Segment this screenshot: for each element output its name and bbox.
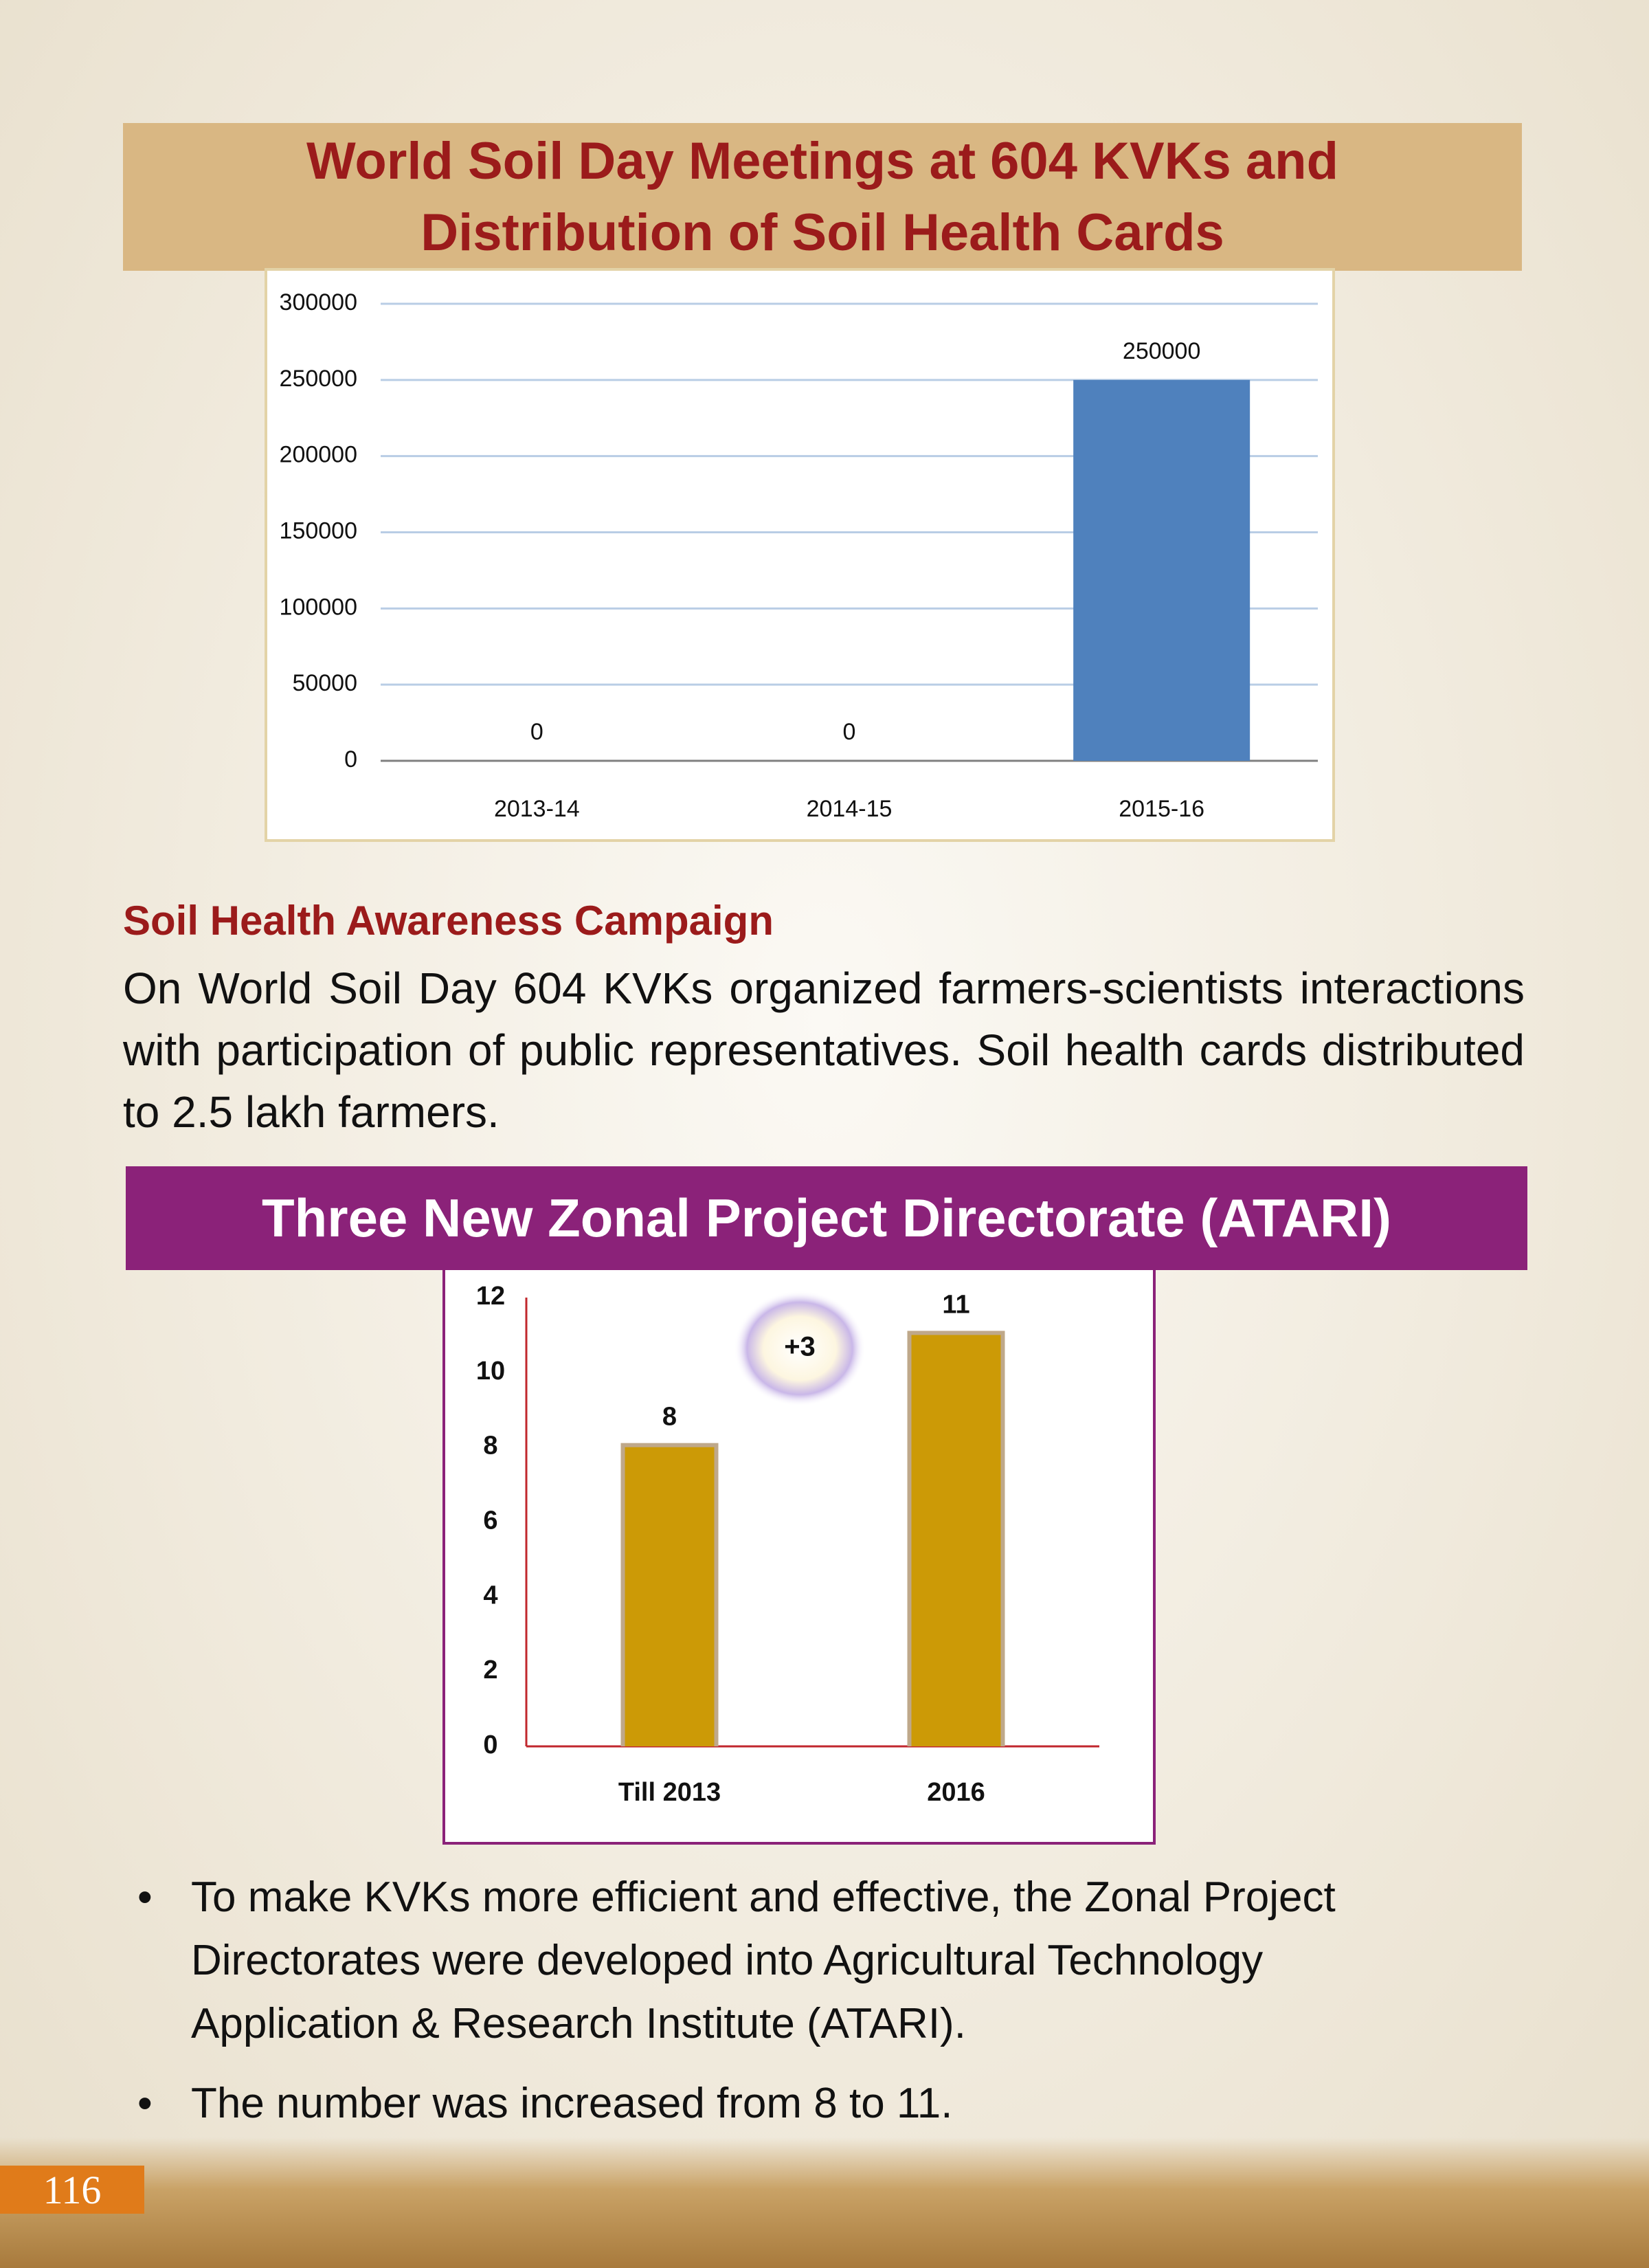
wheat-field [0, 2137, 1649, 2268]
y-tick-label: 2 [483, 1656, 497, 1685]
bullet-text: To make KVKs more efficient and effectiv… [191, 1874, 1336, 2047]
bar [625, 1447, 715, 1746]
y-tick-label: 0 [344, 746, 357, 772]
x-tick-label: 2015-16 [1119, 796, 1204, 822]
chart: 0 50000 100000 150000 200000 250000 300000 2013… [265, 268, 1335, 842]
y-tick-label: 50000 [292, 670, 357, 696]
bar [1073, 379, 1250, 761]
bullet: • The number was increased from 8 to 11. [137, 2072, 1457, 2135]
y-tick-label: 300000 [280, 289, 357, 315]
bullet-list: • To make KVKs more efficient and effecti… [137, 1866, 1457, 2152]
y-tick-label: 8 [483, 1432, 497, 1460]
x-tick-label: Till 2013 [618, 1778, 721, 1807]
y-tick-label: 6 [483, 1507, 497, 1535]
page-number: 116 [0, 2166, 144, 2214]
y-tick-label: 4 [483, 1581, 497, 1610]
y-tick-label: 250000 [280, 366, 357, 392]
x-tick-label: 2014-15 [807, 796, 893, 822]
annotation: +3 [784, 1332, 816, 1362]
chart: 0 2 4 6 8 10 12 Till 2013 8 2016 11 +3 [442, 1267, 1156, 1845]
chart-title: Three New Zonal Project Directorate (ATA… [126, 1166, 1527, 1270]
paragraph: On World Soil Day 604 KVKs organized far… [123, 964, 1525, 1137]
chart-title: World Soil Day Meetings at 604 KVKs and … [306, 131, 1339, 262]
bullet: • To make KVKs more efficient and effecti… [137, 1866, 1457, 2056]
x-tick-label: 2016 [927, 1778, 985, 1807]
y-tick-label: 10 [476, 1357, 505, 1386]
value-label: 0 [530, 719, 543, 745]
value-label: 11 [942, 1290, 969, 1319]
y-tick-label: 12 [476, 1282, 505, 1311]
section-heading: Soil Health Awareness Campaign [123, 898, 774, 944]
y-tick-label: 200000 [280, 442, 357, 468]
value-label: 8 [662, 1403, 677, 1432]
annotation-badge [734, 1291, 866, 1406]
bullet-text: The number was increased from 8 to 11. [191, 2080, 953, 2127]
value-label: 0 [843, 719, 856, 745]
y-tick-label: 100000 [280, 594, 357, 620]
y-tick-label: 0 [483, 1731, 497, 1759]
chart-banner: World Soil Day Meetings at 604 KVKs and … [123, 123, 1522, 271]
y-tick-label: 150000 [280, 518, 357, 544]
x-tick-label: 2013-14 [494, 796, 580, 822]
value-label: 250000 [1123, 338, 1200, 364]
bar [911, 1335, 1001, 1746]
